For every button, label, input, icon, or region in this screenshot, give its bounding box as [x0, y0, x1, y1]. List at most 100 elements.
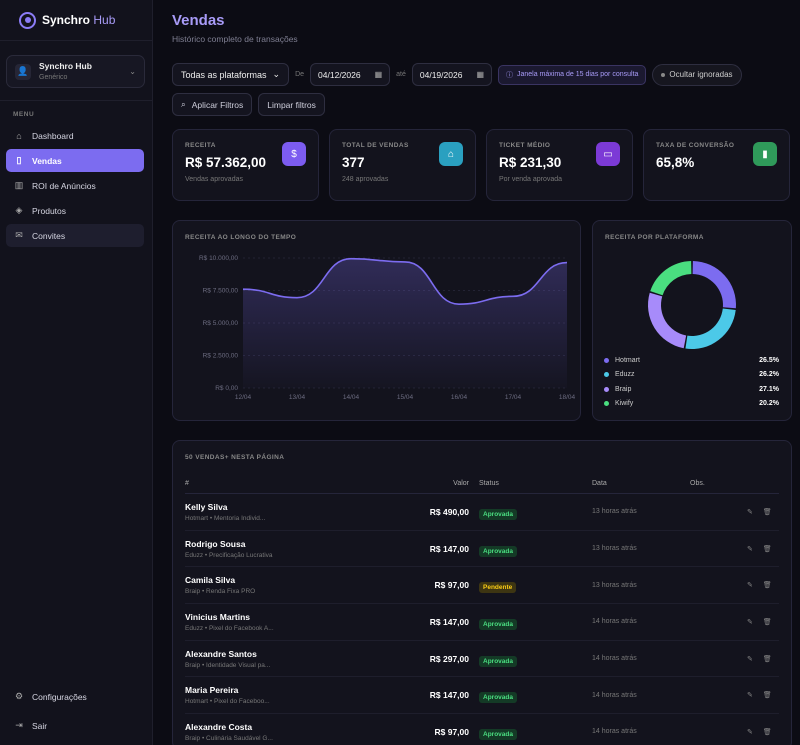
sidebar-item-convites[interactable]: ✉ Convites: [6, 224, 144, 247]
table-row[interactable]: Vinicius Martins Eduzz • Pixel do Faceboo…: [185, 604, 779, 641]
date-window-info: ⓘ Janela máxima de 15 dias por consulta: [498, 64, 647, 85]
logout-icon: ⇥: [15, 720, 23, 730]
table-row[interactable]: Alexandre Costa Braip • Culinária Saudáve…: [185, 714, 779, 745]
stat-card: TAXA DE CONVERSÃO 65,8% ▮: [643, 129, 790, 201]
col-header-obs: Obs.: [690, 480, 705, 487]
home-icon: ⌂: [16, 130, 22, 141]
user-icon: 👤: [15, 63, 31, 80]
sidebar: Synchro Hub 👤 Synchro Hub Genérico ⌄ MEN…: [0, 0, 153, 745]
legend-value: 26.5%: [759, 356, 779, 364]
search-icon: ⌕: [181, 99, 186, 109]
legend-swatch: [604, 386, 609, 392]
logo[interactable]: Synchro Hub: [0, 0, 152, 40]
table-row[interactable]: Alexandre Santos Braip • Identidade Visua…: [185, 641, 779, 678]
customer-name: Kelly Silva: [185, 501, 228, 512]
sidebar-item-dashboard[interactable]: ⌂ Dashboard: [6, 124, 144, 147]
table-header: # Valor Status Data Obs.: [185, 474, 779, 494]
col-header-data: Data: [592, 480, 607, 487]
account-name: Synchro Hub: [39, 60, 92, 71]
edit-icon[interactable]: ✎: [747, 618, 753, 626]
sale-date: 13 horas atrás: [592, 581, 637, 589]
y-tick-label: R$ 10.000,00: [199, 255, 238, 262]
trash-icon[interactable]: 🗑: [762, 655, 772, 663]
table-title: 50 VENDAS+ NESTA PÁGINA: [185, 454, 285, 461]
x-tick-label: 14/04: [343, 394, 360, 401]
trash-icon[interactable]: 🗑: [762, 692, 772, 700]
sidebar-item-sair[interactable]: ⇥ Sair: [15, 720, 48, 731]
y-tick-label: R$ 0,00: [215, 385, 238, 392]
legend-name: Hotmart: [615, 356, 640, 364]
sale-value: R$ 97,00: [434, 726, 470, 737]
account-switcher[interactable]: 👤 Synchro Hub Genérico ⌄: [6, 55, 145, 88]
to-label: até: [396, 71, 406, 78]
from-date-input[interactable]: 04/12/2026 ▦: [310, 63, 391, 86]
edit-icon[interactable]: ✎: [747, 655, 753, 663]
trash-icon[interactable]: 🗑: [762, 508, 772, 516]
sale-value: R$ 97,00: [434, 580, 470, 591]
col-header-status: Status: [479, 480, 499, 487]
customer-name: Alexandre Santos: [185, 648, 257, 659]
chart-title: RECEITA POR PLATAFORMA: [605, 234, 704, 241]
customer-name: Alexandre Costa: [185, 721, 253, 732]
legend-value: 20.2%: [759, 400, 779, 408]
sale-value: R$ 297,00: [429, 653, 469, 664]
stat-card: RECEITA R$ 57.362,00 Vendas aprovadas $: [172, 129, 319, 201]
to-date-input[interactable]: 04/19/2026 ▦: [411, 63, 492, 86]
donut-slice-braip: [648, 292, 687, 349]
apply-filters-button[interactable]: ⌕ Aplicar Filtros: [172, 93, 253, 116]
legend-swatch: [604, 401, 609, 407]
trash-icon[interactable]: 🗑: [762, 618, 772, 626]
series-line: [242, 257, 568, 305]
edit-icon[interactable]: ✎: [747, 545, 753, 553]
platform-select[interactable]: Todas as plataformas ⌄: [172, 63, 290, 86]
customer-name: Rodrigo Sousa: [185, 538, 246, 549]
y-tick-label: R$ 2.500,00: [203, 353, 239, 360]
table-row[interactable]: Maria Pereira Hotmart • Pixel do Faceboo.…: [185, 677, 779, 715]
sidebar-item-vendas[interactable]: ▯ Vendas: [6, 149, 144, 172]
revenue-over-time-panel: RECEITA AO LONGO DO TEMPO R$ 0,00 R$ 2.50…: [172, 220, 581, 421]
donut-slice-eduzz: [685, 308, 736, 349]
menu-label: MENU: [13, 111, 35, 118]
sale-date: 14 horas atrás: [592, 728, 637, 736]
sidebar-item-roi[interactable]: ▥ ROI de Anúncios: [14, 180, 96, 191]
edit-icon[interactable]: ✎: [747, 582, 753, 590]
trash-icon[interactable]: 🗑: [762, 582, 772, 590]
edit-icon[interactable]: ✎: [747, 692, 753, 700]
stat-card: TICKET MÉDIO R$ 231,30 Por venda aprovad…: [486, 129, 633, 201]
sidebar-item-produtos[interactable]: ◈ Produtos: [15, 205, 67, 216]
trash-icon[interactable]: 🗑: [762, 545, 772, 553]
table-row[interactable]: Camila Silva Braip • Renda Fixa PRO R$ 97…: [185, 567, 779, 605]
chevron-down-icon: ⌄: [129, 67, 136, 76]
card-label: TICKET MÉDIO: [499, 142, 551, 149]
toggle-dot-icon: [661, 72, 666, 77]
clear-filters-button[interactable]: Limpar filtros: [258, 93, 325, 116]
card-label: TOTAL DE VENDAS: [342, 142, 409, 149]
sidebar-item-configuracoes[interactable]: ⚙ Configurações: [14, 691, 87, 702]
legend-swatch: [604, 372, 609, 378]
status-badge: Aprovada: [479, 692, 517, 704]
sale-date: 14 horas atrás: [592, 655, 637, 663]
hide-ignored-toggle[interactable]: Ocultar ignoradas: [652, 63, 742, 86]
edit-icon[interactable]: ✎: [747, 508, 753, 516]
table-row[interactable]: Kelly Silva Hotmart • Mentoria Individ...…: [185, 494, 779, 531]
x-tick-label: 18/04: [559, 394, 576, 401]
chevron-down-icon: ⌄: [272, 69, 281, 79]
sale-date: 13 horas atrás: [592, 545, 637, 553]
y-tick-label: R$ 7.500,00: [203, 288, 239, 295]
trash-icon[interactable]: 🗑: [762, 728, 772, 736]
brand-suffix: Hub: [93, 13, 116, 27]
edit-icon[interactable]: ✎: [747, 728, 753, 736]
dollar-icon: $: [282, 142, 306, 166]
x-tick-label: 15/04: [397, 394, 414, 401]
table-row[interactable]: Rodrigo Sousa Eduzz • Precificação Lucrat…: [185, 531, 779, 568]
account-sub: Genérico: [39, 73, 68, 81]
customer-name: Maria Pereira: [185, 685, 239, 696]
platform-donut-chart: [648, 261, 736, 349]
mail-icon: ✉: [15, 230, 23, 240]
status-badge: Aprovada: [479, 508, 517, 520]
card-sub: Por venda aprovada: [499, 176, 563, 183]
card-sub: 248 aprovadas: [342, 176, 389, 183]
status-badge: Pendente: [479, 582, 517, 594]
product-info: Eduzz • Pixel do Facebook A...: [185, 624, 274, 632]
col-header-id: #: [185, 480, 189, 487]
